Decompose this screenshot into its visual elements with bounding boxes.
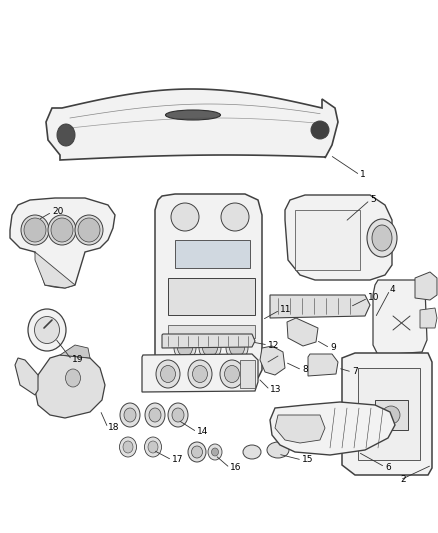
Polygon shape	[270, 295, 370, 318]
Ellipse shape	[208, 444, 222, 460]
Polygon shape	[46, 89, 338, 160]
Text: 11: 11	[280, 305, 292, 314]
Text: 10: 10	[368, 294, 379, 303]
Ellipse shape	[51, 218, 73, 242]
Polygon shape	[10, 198, 115, 288]
Ellipse shape	[192, 366, 208, 383]
Polygon shape	[415, 272, 437, 300]
Ellipse shape	[120, 403, 140, 427]
Polygon shape	[342, 353, 432, 475]
Ellipse shape	[174, 336, 196, 360]
Polygon shape	[260, 346, 285, 375]
Text: 12: 12	[268, 341, 279, 350]
Polygon shape	[35, 252, 75, 288]
Text: 9: 9	[330, 343, 336, 352]
Ellipse shape	[21, 215, 49, 245]
Ellipse shape	[120, 437, 137, 457]
Text: 13: 13	[270, 385, 282, 394]
Polygon shape	[35, 355, 105, 418]
Text: 19: 19	[72, 356, 84, 365]
Ellipse shape	[160, 366, 176, 383]
Ellipse shape	[166, 110, 220, 120]
Ellipse shape	[35, 317, 60, 343]
Ellipse shape	[311, 121, 329, 139]
Polygon shape	[175, 240, 250, 268]
Text: 14: 14	[197, 427, 208, 437]
Polygon shape	[162, 334, 255, 348]
Polygon shape	[155, 194, 262, 382]
Ellipse shape	[148, 441, 158, 453]
Ellipse shape	[145, 403, 165, 427]
Text: 6: 6	[385, 463, 391, 472]
Polygon shape	[15, 358, 38, 395]
Ellipse shape	[171, 203, 199, 231]
Polygon shape	[420, 308, 437, 328]
Polygon shape	[375, 400, 408, 430]
Ellipse shape	[243, 445, 261, 459]
Polygon shape	[168, 278, 255, 315]
Ellipse shape	[24, 218, 46, 242]
Ellipse shape	[168, 403, 188, 427]
Polygon shape	[285, 195, 392, 280]
Ellipse shape	[226, 336, 248, 360]
Ellipse shape	[172, 408, 184, 422]
Text: 8: 8	[302, 366, 308, 375]
Ellipse shape	[188, 360, 212, 388]
Text: 4: 4	[390, 286, 396, 295]
Text: 7: 7	[352, 367, 358, 376]
Polygon shape	[287, 318, 318, 346]
Ellipse shape	[267, 442, 289, 458]
Polygon shape	[308, 354, 338, 376]
Ellipse shape	[66, 369, 81, 387]
Text: 1: 1	[360, 171, 366, 180]
Ellipse shape	[212, 448, 219, 456]
Ellipse shape	[75, 215, 103, 245]
Ellipse shape	[48, 215, 76, 245]
Ellipse shape	[191, 446, 202, 458]
Polygon shape	[240, 360, 255, 388]
Ellipse shape	[123, 441, 133, 453]
Ellipse shape	[225, 366, 240, 383]
Text: 2: 2	[400, 475, 406, 484]
Polygon shape	[275, 415, 325, 443]
Text: 16: 16	[230, 464, 241, 472]
Ellipse shape	[156, 360, 180, 388]
Ellipse shape	[145, 437, 162, 457]
Polygon shape	[373, 280, 427, 355]
Ellipse shape	[382, 406, 400, 424]
Polygon shape	[168, 325, 255, 338]
Ellipse shape	[199, 336, 221, 360]
Ellipse shape	[221, 203, 249, 231]
Polygon shape	[60, 345, 90, 358]
Ellipse shape	[202, 340, 218, 356]
Polygon shape	[295, 210, 360, 270]
Ellipse shape	[57, 124, 75, 146]
Polygon shape	[358, 368, 420, 460]
Text: 18: 18	[108, 424, 120, 432]
Ellipse shape	[367, 219, 397, 257]
Ellipse shape	[372, 225, 392, 251]
Ellipse shape	[28, 309, 66, 351]
Ellipse shape	[124, 408, 136, 422]
Ellipse shape	[220, 360, 244, 388]
Text: 15: 15	[302, 456, 314, 464]
Ellipse shape	[230, 340, 244, 356]
Ellipse shape	[188, 442, 206, 462]
Polygon shape	[142, 354, 258, 392]
Text: 20: 20	[52, 207, 64, 216]
Ellipse shape	[177, 340, 192, 356]
Text: 17: 17	[172, 456, 184, 464]
Text: 5: 5	[370, 196, 376, 205]
Ellipse shape	[149, 408, 161, 422]
Polygon shape	[270, 402, 395, 455]
Ellipse shape	[78, 218, 100, 242]
